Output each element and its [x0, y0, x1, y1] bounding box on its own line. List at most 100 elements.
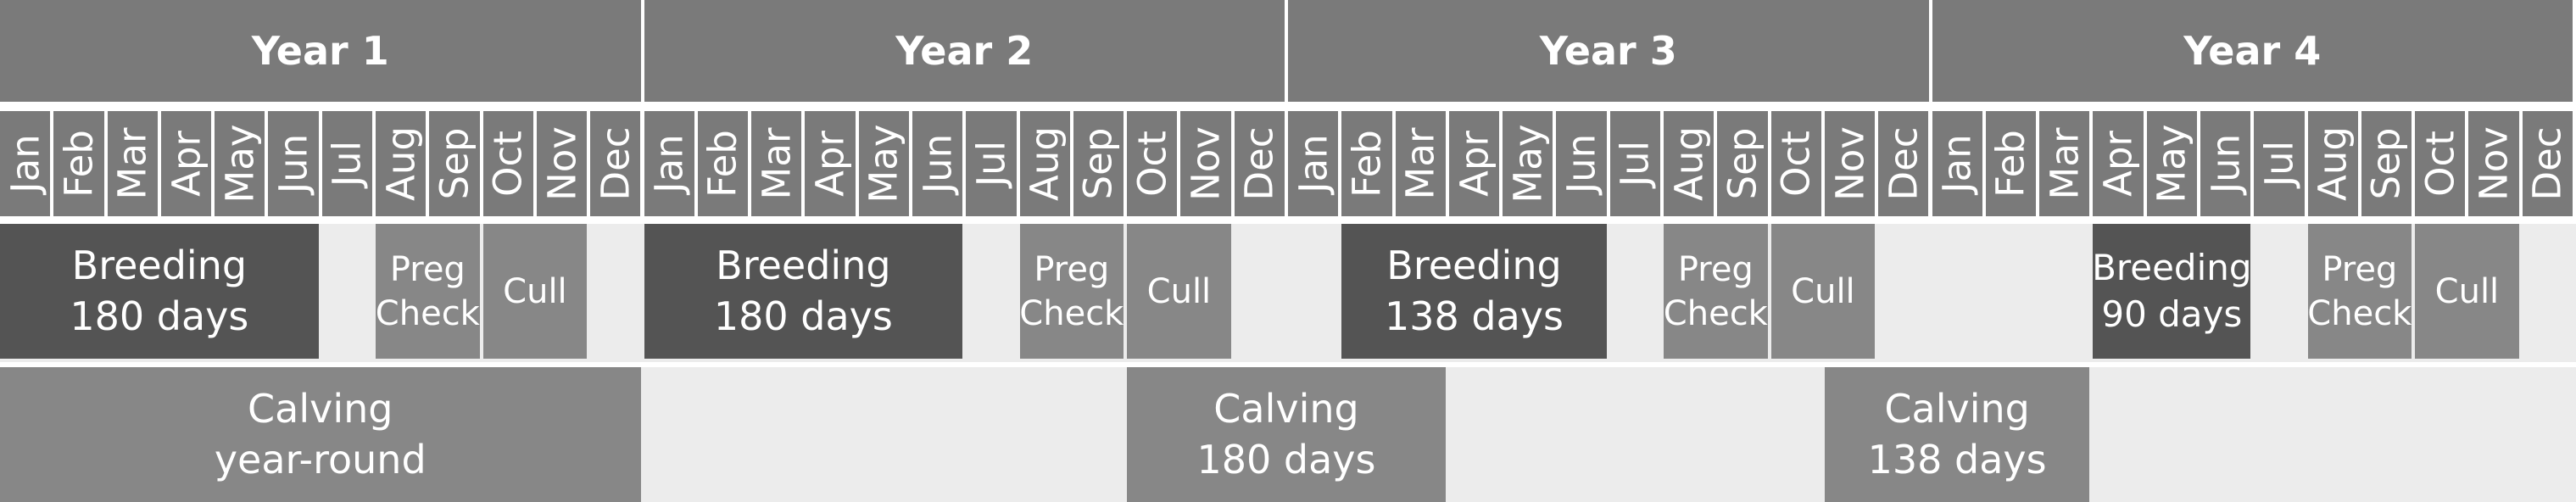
- block-text-line: Check: [1019, 293, 1124, 333]
- month-label: Nov: [2471, 126, 2517, 201]
- breeding-block: Breeding 138 days: [1341, 224, 1607, 359]
- month-label: Aug: [1666, 126, 1712, 201]
- month-cell: Feb: [697, 111, 749, 216]
- block-text-line: Calving: [1884, 385, 2030, 432]
- month-cell: Aug: [1664, 111, 1715, 216]
- month-label: Aug: [1022, 126, 1068, 201]
- preg-block: Preg Check: [376, 224, 480, 359]
- month-label: May: [217, 124, 263, 204]
- month-cell: Apr: [160, 111, 212, 216]
- month-cell: May: [2146, 111, 2197, 216]
- cull-block: Cull: [2415, 224, 2519, 359]
- calving-block: Calving 180 days: [1127, 367, 1446, 502]
- month-label: May: [2149, 124, 2194, 204]
- cull-block: Cull: [1770, 224, 1876, 359]
- block-text-line: Cull: [1791, 271, 1855, 311]
- month-label: Jul: [2256, 140, 2302, 187]
- month-cell: Jun: [912, 111, 963, 216]
- block-text-line: Cull: [1146, 271, 1212, 311]
- month-label: Jan: [646, 134, 692, 193]
- month-label: Jan: [1291, 134, 1336, 193]
- month-cell: Oct: [482, 111, 533, 216]
- month-cell: Jul: [321, 111, 373, 216]
- block-text-line: Calving: [248, 385, 393, 432]
- calving-block: Calving 138 days: [1824, 367, 2090, 502]
- year-header: Year 2: [644, 0, 1285, 102]
- month-cell: Mar: [2039, 111, 2090, 216]
- month-label: Oct: [485, 131, 531, 197]
- block-text-line: 180 days: [713, 293, 893, 339]
- month-cell: Aug: [1019, 111, 1070, 216]
- block-text-line: Cull: [503, 271, 567, 311]
- month-label: Mar: [109, 127, 155, 200]
- breeding-block: Breeding 90 days: [2092, 224, 2252, 359]
- month-label: Dec: [1236, 126, 1282, 201]
- month-cell: Oct: [1127, 111, 1178, 216]
- block-text-line: 90 days: [2101, 293, 2243, 335]
- month-label: Apr: [164, 131, 209, 197]
- year-header: Year 3: [1288, 0, 1929, 102]
- preg-block: Preg Check: [1019, 224, 1124, 359]
- month-label: Jun: [2203, 133, 2249, 194]
- preg-block: Preg Check: [1664, 224, 1768, 359]
- block-text-line: Breeding: [716, 242, 891, 288]
- month-cell: Mar: [107, 111, 158, 216]
- block-text-line: Check: [2307, 293, 2412, 333]
- month-cell: Feb: [53, 111, 104, 216]
- calving-block: Calving year-round: [0, 367, 641, 502]
- month-label: Jul: [1612, 140, 1658, 187]
- month-label: Dec: [1881, 126, 1926, 201]
- month-cell: Mar: [751, 111, 802, 216]
- month-label: Feb: [56, 130, 102, 198]
- month-label: Apr: [2095, 131, 2141, 197]
- month-cell: Apr: [1448, 111, 1500, 216]
- month-label: Sep: [1720, 127, 1765, 200]
- block-text-line: Check: [375, 293, 480, 333]
- cull-block: Cull: [482, 224, 588, 359]
- month-cell: Aug: [376, 111, 427, 216]
- month-label: Dec: [593, 126, 638, 201]
- month-label: Dec: [2524, 126, 2570, 201]
- preg-block: Preg Check: [2307, 224, 2412, 359]
- breeding-block: Breeding 180 days: [0, 224, 319, 359]
- month-label: Sep: [432, 127, 477, 200]
- month-cell: Nov: [536, 111, 588, 216]
- month-label: Sep: [1075, 127, 1121, 200]
- month-label: Feb: [1344, 130, 1390, 198]
- month-cell: Sep: [1073, 111, 1124, 216]
- block-text-line: Check: [1663, 293, 1768, 333]
- month-label: Jul: [324, 140, 370, 187]
- block-text-line: Breeding: [2092, 246, 2252, 288]
- month-label: Nov: [539, 126, 585, 201]
- month-cell: Apr: [2093, 111, 2144, 216]
- month-label: Mar: [1397, 127, 1443, 200]
- month-cell: Aug: [2307, 111, 2358, 216]
- block-text-line: 180 days: [70, 293, 249, 339]
- month-cell: May: [215, 111, 265, 216]
- block-text-line: Preg: [1677, 249, 1754, 289]
- month-cell: Dec: [1234, 111, 1285, 216]
- block-text-line: Breeding: [1386, 242, 1562, 288]
- month-label: Mar: [754, 127, 800, 200]
- month-cell: Feb: [1985, 111, 2037, 216]
- month-label: Feb: [1988, 130, 2033, 198]
- block-text-line: 138 days: [1867, 436, 2047, 482]
- month-cell: Feb: [1341, 111, 1392, 216]
- month-label: Oct: [1129, 131, 1175, 197]
- month-label: Nov: [1827, 126, 1873, 201]
- block-text-line: Cull: [2434, 271, 2500, 311]
- breeding-block: Breeding 180 days: [644, 224, 963, 359]
- month-cell: Nov: [1180, 111, 1231, 216]
- month-cell: Jun: [1556, 111, 1607, 216]
- month-cell: Oct: [2415, 111, 2466, 216]
- month-cell: Jan: [644, 111, 694, 216]
- month-cell: Dec: [590, 111, 641, 216]
- block-text-line: year-round: [214, 436, 427, 482]
- month-label: Oct: [2417, 131, 2463, 197]
- month-label: Jun: [270, 133, 316, 194]
- month-cell: Jan: [1288, 111, 1339, 216]
- month-cell: Jun: [2200, 111, 2251, 216]
- month-cell: Jun: [268, 111, 319, 216]
- month-cell: Jul: [966, 111, 1017, 216]
